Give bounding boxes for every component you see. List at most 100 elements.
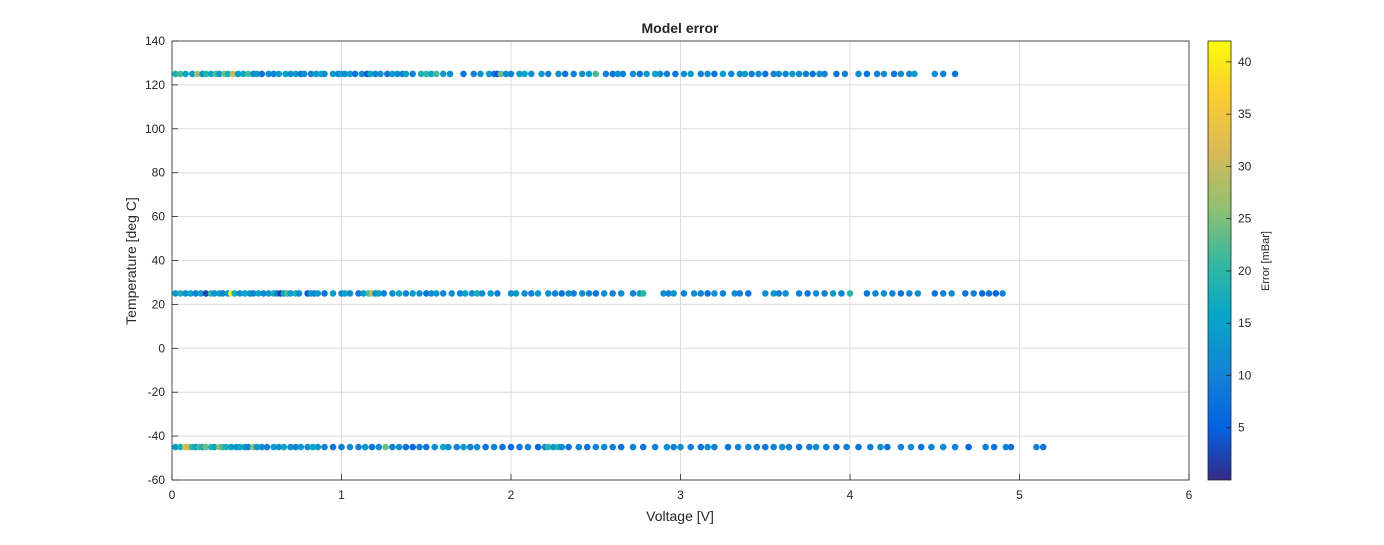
data-point <box>402 70 410 78</box>
data-point <box>982 443 989 451</box>
data-point <box>704 443 711 451</box>
data-point <box>282 70 289 78</box>
data-point <box>617 443 625 451</box>
data-point <box>939 443 947 451</box>
data-point <box>534 290 542 297</box>
data-point <box>585 290 593 297</box>
data-point <box>470 70 478 78</box>
data-point <box>456 290 464 297</box>
data-point <box>528 290 535 297</box>
data-point <box>368 443 376 451</box>
data-point <box>329 290 337 297</box>
data-point <box>663 443 671 451</box>
data-point <box>428 70 435 78</box>
data-point <box>417 70 425 78</box>
y-tick-label: 20 <box>152 297 166 311</box>
data-point <box>762 443 769 451</box>
data-point <box>697 443 705 451</box>
chart-title: Model error <box>641 20 719 36</box>
data-point <box>461 290 469 297</box>
data-point <box>889 290 896 297</box>
data-point <box>629 290 637 297</box>
data-point <box>802 70 810 78</box>
data-point <box>728 70 735 78</box>
data-point <box>355 290 362 297</box>
data-point <box>873 70 881 78</box>
data-point <box>867 443 874 451</box>
data-point <box>409 290 417 297</box>
data-point <box>970 290 977 297</box>
data-point <box>770 290 777 297</box>
data-point <box>795 70 803 78</box>
data-point <box>528 70 535 78</box>
data-point <box>292 443 300 451</box>
data-point <box>629 443 637 451</box>
data-point <box>287 290 294 297</box>
data-point <box>431 443 439 451</box>
data-point <box>719 70 727 78</box>
data-point <box>314 290 322 297</box>
data-point <box>762 290 769 297</box>
data-point <box>258 443 266 451</box>
data-point <box>202 290 210 297</box>
data-point <box>172 70 179 78</box>
data-point <box>280 443 288 451</box>
data-point <box>182 70 189 78</box>
data-point <box>494 290 501 297</box>
data-point <box>460 443 467 451</box>
data-point <box>219 290 227 297</box>
data-point <box>753 443 761 451</box>
data-point <box>917 443 925 451</box>
data-point <box>687 443 694 451</box>
data-point <box>680 290 688 297</box>
data-point <box>651 443 659 451</box>
x-tick-label: 2 <box>508 488 515 502</box>
data-point <box>670 443 677 451</box>
data-point <box>897 443 905 451</box>
data-point <box>346 443 354 451</box>
data-point <box>775 70 783 78</box>
data-point <box>877 443 884 451</box>
data-point <box>250 290 257 297</box>
data-point <box>239 70 247 78</box>
data-point <box>428 290 435 297</box>
data-point <box>263 443 271 451</box>
data-point <box>911 70 918 78</box>
data-point <box>602 70 610 78</box>
data-point <box>639 443 647 451</box>
data-point <box>460 70 467 78</box>
data-point <box>755 70 762 78</box>
data-point <box>570 70 577 78</box>
data-point <box>521 70 528 78</box>
data-point <box>600 443 608 451</box>
data-point <box>558 290 566 297</box>
data-point <box>748 70 755 78</box>
data-point <box>453 443 461 451</box>
data-point <box>948 290 955 297</box>
data-point <box>745 443 752 451</box>
data-point <box>468 290 476 297</box>
data-point <box>416 290 423 297</box>
data-point <box>843 443 850 451</box>
data-point <box>584 443 591 451</box>
data-point <box>360 290 367 297</box>
data-point <box>507 443 515 451</box>
data-point <box>423 70 430 78</box>
data-point <box>962 290 969 297</box>
y-tick-label: -40 <box>148 429 166 443</box>
data-point <box>795 290 803 297</box>
data-point <box>736 290 744 297</box>
data-point <box>741 70 749 78</box>
data-point <box>338 443 345 451</box>
data-point <box>423 443 430 451</box>
data-point <box>224 70 232 78</box>
y-tick-label: 100 <box>145 122 165 136</box>
data-point <box>295 290 303 297</box>
data-point <box>177 443 184 451</box>
data-point <box>423 290 430 297</box>
data-point <box>241 290 249 297</box>
x-tick-label: 0 <box>169 488 176 502</box>
colorbar-tick-label: 10 <box>1238 368 1252 382</box>
data-point <box>906 290 913 297</box>
